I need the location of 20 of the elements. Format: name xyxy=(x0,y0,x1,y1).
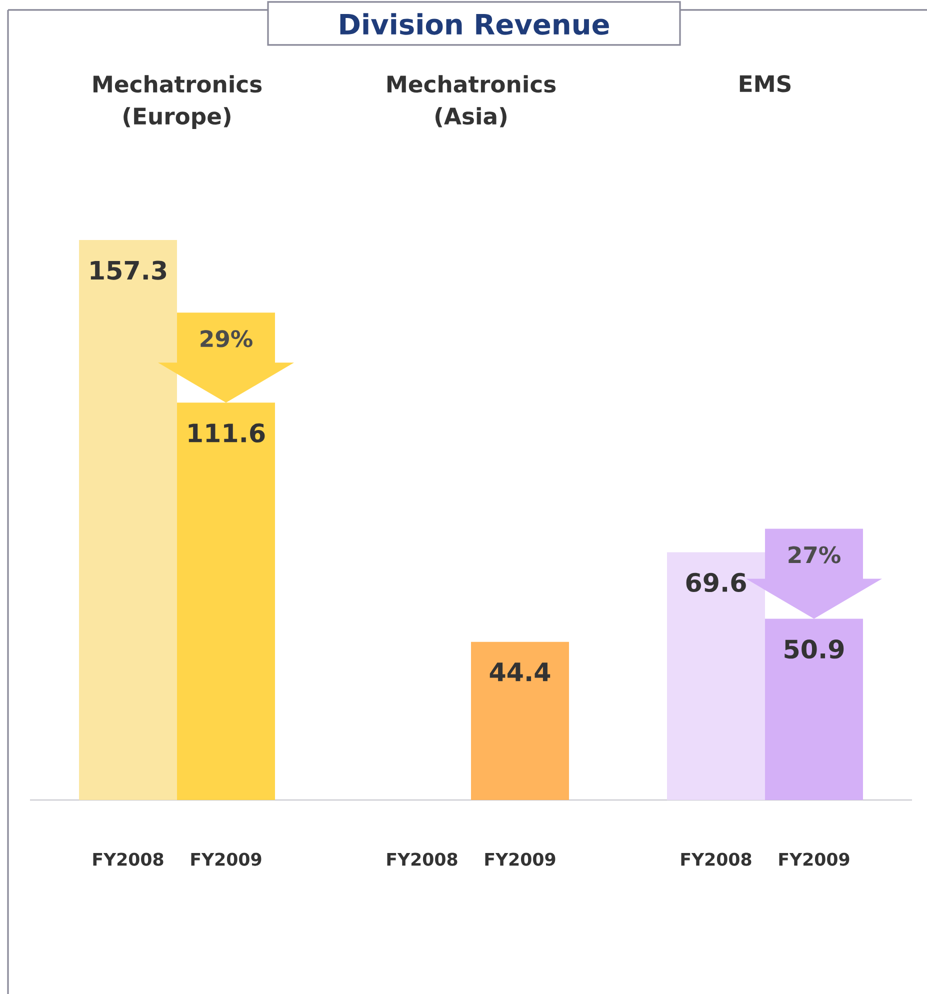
data-label: 157.3 xyxy=(90,260,166,280)
text: Mechatronics (Europe) xyxy=(93,75,262,130)
annotation: 29% xyxy=(200,330,252,348)
text: EMS xyxy=(740,75,791,92)
x-tick-label: FY2009 xyxy=(191,852,262,866)
data-label: 69.6 xyxy=(686,572,746,592)
data-label: 44.4 xyxy=(490,662,550,682)
data-label: 50.9 xyxy=(784,640,844,659)
bar xyxy=(471,642,569,800)
x-tick-label: FY2008 xyxy=(681,852,752,866)
x-tick-label: FY2009 xyxy=(485,852,556,866)
data-label: 111.6 xyxy=(188,423,265,443)
x-tick-label: FY2008 xyxy=(93,852,164,866)
x-tick-label: FY2008 xyxy=(387,852,458,866)
chart-title: Division Revenue xyxy=(340,13,609,35)
x-tick-label: FY2009 xyxy=(779,852,850,866)
text: Mechatronics (Asia) xyxy=(387,75,556,128)
bar xyxy=(667,552,765,800)
annotation: 27% xyxy=(788,546,840,564)
bar xyxy=(79,240,177,800)
